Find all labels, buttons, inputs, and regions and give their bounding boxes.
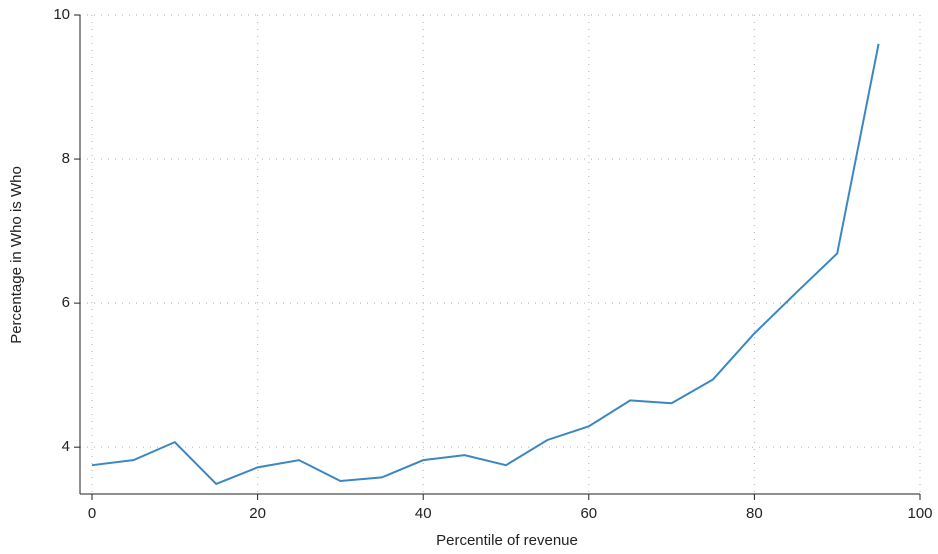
x-tick-label: 80 [746,505,763,522]
x-tick-label: 0 [88,505,96,522]
x-axis-label: Percentile of revenue [436,532,578,549]
x-tick-label: 40 [415,505,432,522]
y-tick-label: 6 [62,294,70,311]
line [91,43,880,486]
x-tick-label: 60 [580,505,597,522]
y-tick-label: 4 [62,438,70,455]
x-tick-label: 20 [249,505,266,522]
x-tick-label: 100 [907,505,932,522]
y-tick-label: 10 [53,6,70,23]
y-tick-label: 8 [62,150,70,167]
y-axis-label: Percentage in Who is Who [8,166,25,344]
